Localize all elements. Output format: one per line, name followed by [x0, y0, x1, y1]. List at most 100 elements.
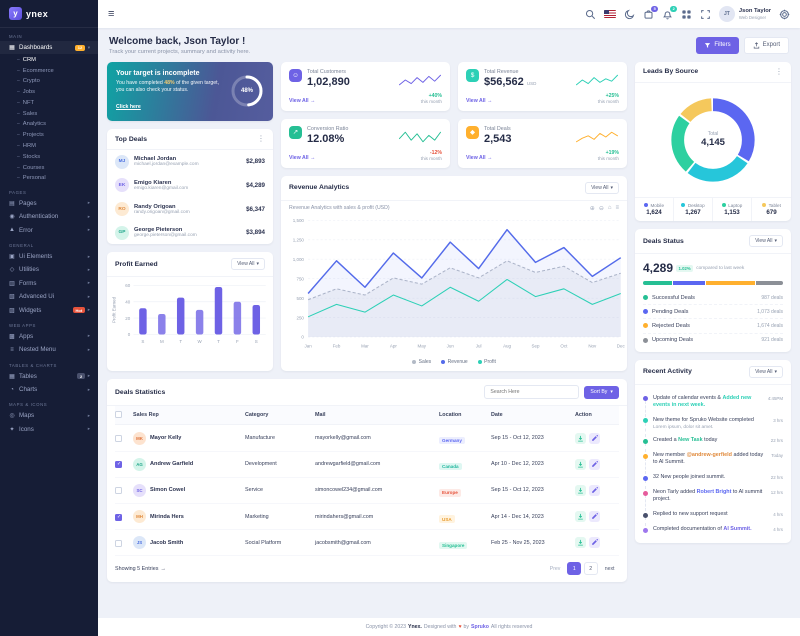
menu-item-icon: ▲	[9, 227, 15, 234]
sidebar-item[interactable]: ▲ Error ▸	[9, 226, 90, 234]
search-input[interactable]	[484, 385, 580, 400]
sidebar-item[interactable]: ▧ Advanced Ui ▸	[9, 293, 90, 301]
row-checkbox[interactable]	[115, 487, 122, 495]
user-menu[interactable]: JT Json Taylor Web Designer	[718, 6, 771, 22]
chevron-icon: ▸	[87, 412, 90, 418]
sidebar-subitem[interactable]: Sales	[0, 108, 98, 119]
sidebar-subitem[interactable]: Personal	[0, 173, 98, 184]
more-options-icon[interactable]: ⋮	[257, 134, 265, 144]
sidebar-item[interactable]: ▥ Forms ▸	[9, 279, 90, 287]
avatar: MK	[133, 431, 146, 445]
chart-subtitle: Revenue Analytics with sales & profit (U…	[289, 205, 390, 211]
sidebar-item[interactable]: ◉ Authentication ▸	[9, 213, 90, 221]
sidebar-subitem[interactable]: Projects	[0, 130, 98, 141]
export-icon	[753, 42, 759, 49]
pagination-page-1[interactable]: 1	[567, 562, 582, 576]
sidebar-section-maps: MAPS & ICONS ◎ Maps ▸ ✦ Icons ▸	[0, 396, 98, 436]
row-checkbox[interactable]	[115, 513, 122, 521]
language-flag-icon[interactable]	[603, 10, 616, 18]
view-all-button[interactable]: View All ▾	[585, 181, 619, 194]
avatar: AG	[133, 457, 146, 471]
export-button[interactable]: Export	[743, 36, 789, 54]
search-icon[interactable]	[585, 9, 596, 20]
sidebar-item[interactable]: ▤ Pages ▸	[9, 199, 90, 207]
view-all-link[interactable]: View All →	[289, 154, 316, 161]
edit-button[interactable]	[589, 458, 600, 470]
chevron-icon: ▸	[87, 266, 90, 272]
timeline-dot	[643, 512, 648, 518]
sidebar-subitem[interactable]: NFT	[0, 98, 98, 109]
view-all-button[interactable]: View All ▾	[749, 235, 783, 247]
sidebar-item[interactable]: ▦ Dashboards 12 ▾	[0, 41, 98, 55]
sidebar-item[interactable]: ▣ Ui Elements ▸	[9, 253, 90, 261]
sidebar-subitem[interactable]: Analytics	[0, 119, 98, 130]
cart-icon[interactable]: 5	[643, 5, 658, 20]
download-button[interactable]	[575, 511, 586, 523]
menu-item-icon: ▦	[9, 45, 15, 52]
apps-grid-icon[interactable]	[681, 9, 692, 20]
zoom-in-icon[interactable]: ⊕	[589, 205, 595, 212]
settings-icon[interactable]	[779, 9, 790, 20]
chevron-icon: ▸	[87, 293, 90, 299]
edit-button[interactable]	[589, 537, 600, 549]
download-button[interactable]	[575, 537, 586, 549]
chevron-icon: ▾	[87, 44, 90, 50]
sidebar-subitem[interactable]: Ecommerce	[0, 65, 98, 76]
sidebar-subitem[interactable]: Stocks	[0, 151, 98, 162]
card-title: Top Deals	[115, 135, 147, 143]
sidebar-subitem[interactable]: CRM	[0, 54, 98, 65]
edit-button[interactable]	[589, 511, 600, 523]
pagination-prev[interactable]: Prev	[549, 565, 561, 572]
view-all-button[interactable]: View All ▾	[231, 258, 265, 271]
sidebar-subitem[interactable]: HRM	[0, 141, 98, 152]
download-button[interactable]	[575, 432, 586, 444]
svg-text:250: 250	[296, 315, 304, 320]
edit-button[interactable]	[589, 484, 600, 496]
legend-item: Profit	[477, 359, 496, 365]
menu-badge: 12	[75, 44, 85, 51]
view-all-link[interactable]: View All →	[289, 97, 316, 104]
timeline-dot	[643, 396, 648, 402]
sidebar-subitem[interactable]: Courses	[0, 162, 98, 173]
sidebar-item[interactable]: ✦ Icons ▸	[9, 425, 90, 433]
sidebar-item[interactable]: ▦ Tables 2 ▸	[9, 372, 90, 380]
view-all-link[interactable]: View All →	[466, 97, 493, 104]
row-checkbox[interactable]	[115, 435, 122, 443]
download-button[interactable]	[575, 458, 586, 470]
menu-toggle-icon[interactable]: ≡	[108, 7, 115, 20]
select-all-checkbox[interactable]	[115, 410, 122, 418]
row-checkbox[interactable]	[115, 539, 122, 547]
edit-button[interactable]	[589, 432, 600, 444]
click-here-link[interactable]: Click here	[116, 104, 141, 111]
sidebar-item[interactable]: ▩ Apps ▸	[9, 332, 90, 340]
dark-mode-icon[interactable]	[624, 9, 635, 20]
pagination-next[interactable]: next	[604, 565, 615, 572]
activity-item: Neon Tarly added Robert Bright to Al sum…	[643, 485, 783, 512]
sidebar-section-label: MAIN	[9, 34, 23, 39]
reset-zoom-icon[interactable]: ⌂	[607, 204, 612, 211]
chart-menu-icon[interactable]: ≡	[615, 204, 619, 211]
sidebar-subitem[interactable]: Jobs	[0, 87, 98, 98]
sidebar-item[interactable]: ◎ Maps ▸	[9, 412, 90, 420]
card-title: Deals Status	[643, 237, 684, 245]
sidebar-subitem[interactable]: Crypto	[0, 76, 98, 87]
row-checkbox[interactable]	[115, 461, 122, 469]
sidebar-item[interactable]: ▨ Widgets Hot ▸	[9, 306, 90, 314]
brand-logo[interactable]: y ynex	[0, 0, 98, 28]
view-all-button[interactable]: View All ▾	[749, 365, 783, 378]
more-options-icon[interactable]: ⋮	[775, 66, 783, 76]
card-title: Leads By Source	[643, 68, 699, 75]
sidebar-item[interactable]: ◔ Charts ▸	[0, 383, 98, 396]
fullscreen-icon[interactable]	[700, 9, 711, 20]
notifications-icon[interactable]: 2	[662, 5, 677, 20]
sidebar-item[interactable]: ◇ Utilities ▸	[9, 266, 90, 274]
pagination-page-2[interactable]: 2	[583, 562, 598, 576]
zoom-out-icon[interactable]: ⊖	[598, 205, 604, 212]
sidebar-section-label: WEB APPS	[9, 322, 37, 328]
sidebar-item[interactable]: ≡ Nested Menu ▸	[0, 343, 98, 356]
download-button[interactable]	[575, 484, 586, 496]
filters-button[interactable]: Filters	[696, 36, 739, 54]
sort-by-button[interactable]: Sort By ▾	[584, 385, 619, 399]
view-all-link[interactable]: View All →	[466, 154, 493, 161]
location-badge: Europe	[439, 489, 461, 497]
